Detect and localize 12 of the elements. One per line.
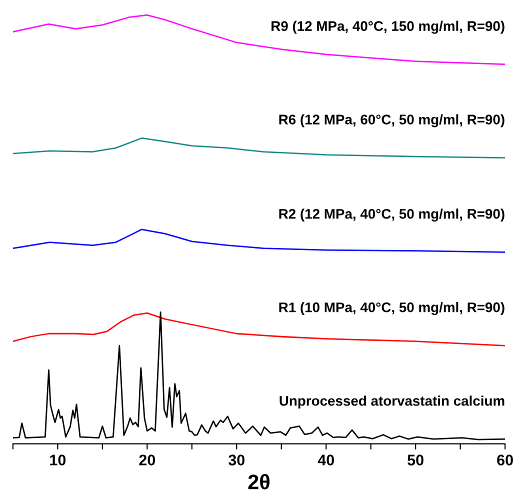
series-label: R2 (12 MPa, 40°C, 50 mg/ml, R=90) xyxy=(279,208,504,222)
series-label: Unprocessed atorvastatin calcium xyxy=(280,396,504,409)
x-tick-label: 10 xyxy=(50,454,66,466)
x-axis-title: 2θ xyxy=(248,474,270,490)
series-label: R9 (12 MPa, 40°C, 150 mg/ml, R=90) xyxy=(272,20,504,34)
x-tick-label: 50 xyxy=(408,454,424,466)
x-tick-label: 30 xyxy=(228,454,245,466)
series-label: R6 (12 MPa, 60°C, 50 mg/ml, R=90) xyxy=(279,114,504,128)
series-label: R1 (10 MPa, 40°C, 50 mg/ml, R=90) xyxy=(279,302,504,316)
x-tick-label: 20 xyxy=(139,454,156,466)
x-tick-label: 60 xyxy=(497,454,513,466)
x-tick-label: 40 xyxy=(318,454,334,466)
